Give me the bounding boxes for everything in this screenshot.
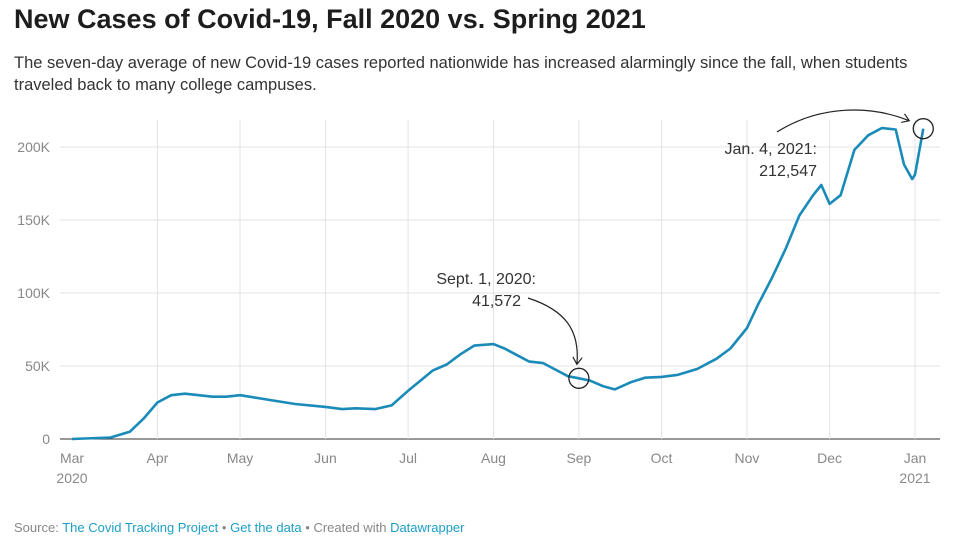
y-tick-label: 150K xyxy=(17,212,50,228)
annotation-circle xyxy=(568,367,590,389)
annotation-arrow xyxy=(527,297,577,364)
x-tick-label: Nov xyxy=(734,450,759,466)
chart-title: New Cases of Covid-19, Fall 2020 vs. Spr… xyxy=(14,4,646,34)
y-tick-label: 50K xyxy=(25,358,51,374)
separator: • xyxy=(221,520,227,535)
x-tick-label: Jun xyxy=(314,450,337,466)
x-tick-label: Sep xyxy=(566,450,591,466)
datawrapper-link[interactable]: Datawrapper xyxy=(390,520,465,535)
y-tick-label: 200K xyxy=(17,139,50,155)
annotation-value: 41,572 xyxy=(472,293,521,310)
get-data-link[interactable]: Get the data xyxy=(230,520,302,535)
annotation-value: 212,547 xyxy=(759,163,817,180)
series-line xyxy=(71,126,925,441)
x-tick-label: Mar xyxy=(60,450,84,466)
x-tick-label: Dec xyxy=(817,450,842,466)
chart-subtitle: The seven-day average of new Covid-19 ca… xyxy=(14,54,908,94)
annotation-circle xyxy=(912,118,934,140)
x-tick-label: Oct xyxy=(651,450,673,466)
annotation-arrow xyxy=(776,109,909,133)
y-tick-label: 0 xyxy=(42,431,50,447)
x-tick-label: May xyxy=(227,450,253,466)
source-label: Source: xyxy=(14,520,59,535)
annotation-label: Jan. 4, 2021: xyxy=(724,141,817,158)
created-with-label: • Created with xyxy=(305,520,387,535)
x-tick-label: Aug xyxy=(481,450,506,466)
x-tick-label: Jan xyxy=(904,450,927,466)
y-tick-label: 100K xyxy=(17,285,50,301)
x-tick-year-label: 2020 xyxy=(56,470,87,486)
annotation-label: Sept. 1, 2020: xyxy=(436,271,536,288)
x-tick-year-label: 2021 xyxy=(899,470,930,486)
x-tick-label: Apr xyxy=(147,450,169,466)
x-tick-label: Jul xyxy=(399,450,417,466)
footer: Source: The Covid Tracking Project • Get… xyxy=(14,520,465,535)
source-link[interactable]: The Covid Tracking Project xyxy=(62,520,219,535)
